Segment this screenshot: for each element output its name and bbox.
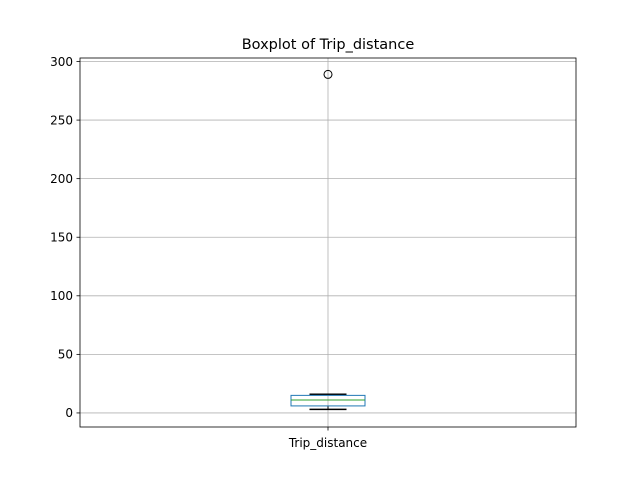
grid-layer: [80, 58, 576, 427]
y-tick-label-50: 50: [58, 348, 73, 362]
y-tick-label-200: 200: [50, 172, 73, 186]
y-tick-label-300: 300: [50, 55, 73, 69]
plot-frame: [79, 57, 577, 428]
outlier-point-0: [323, 69, 333, 79]
x-tick-label-0: Trip_distance: [288, 436, 367, 450]
axis-layer: 0 50 100 150 200 250 300 Trip_distance: [50, 55, 367, 450]
y-tick-label-0: 0: [65, 406, 73, 420]
box-layer: [290, 69, 366, 411]
y-tick-label-150: 150: [50, 231, 73, 245]
y-tick-label-250: 250: [50, 113, 73, 127]
iqr-box: [290, 394, 366, 407]
y-tick-label-100: 100: [50, 289, 73, 303]
chart-title: Boxplot of Trip_distance: [242, 37, 415, 53]
